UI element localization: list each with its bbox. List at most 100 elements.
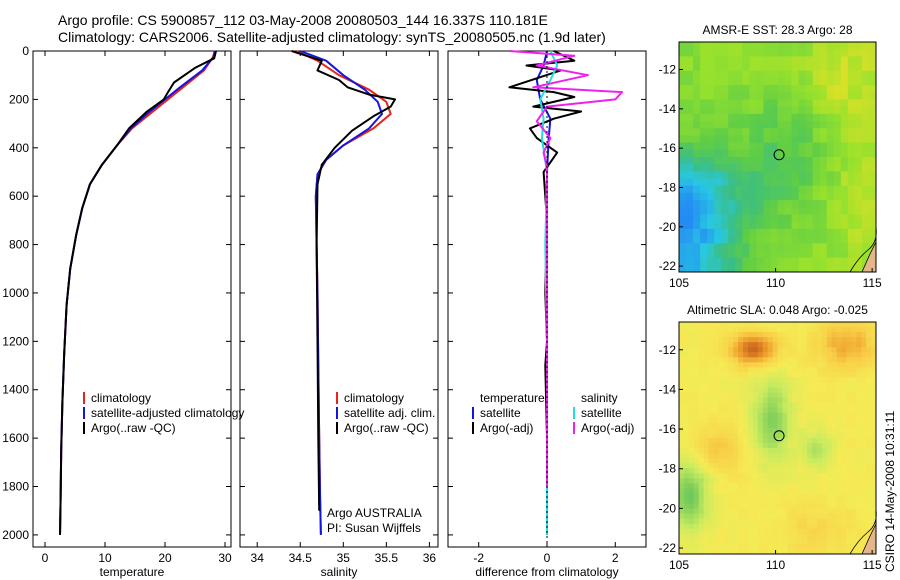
sla-map-cell	[836, 503, 842, 510]
sst-map-cell	[721, 243, 729, 251]
sst-map-cell	[735, 128, 743, 136]
sla-map-cell	[683, 483, 690, 489]
sla-map-cell	[831, 417, 837, 424]
sla-map-cell	[757, 387, 764, 394]
sla-map-cell	[807, 337, 813, 343]
sla-map-cell	[797, 478, 803, 484]
sla-map-cell	[866, 387, 872, 394]
sla-map-cell	[728, 533, 734, 540]
sla-map-cell	[816, 357, 823, 363]
sla-map-cell	[841, 548, 847, 555]
sst-map-cell	[728, 85, 736, 93]
sla-map-cell	[683, 337, 690, 343]
sla-map-cell	[787, 478, 793, 484]
sst-map-cell	[686, 85, 694, 93]
sla-map-cell	[718, 417, 724, 424]
sla-map-cell	[718, 493, 724, 499]
sla-map-cell	[703, 518, 709, 525]
sla-map-cell	[816, 498, 823, 504]
sla-map-cell	[733, 438, 739, 444]
sla-map-cell	[871, 508, 877, 515]
sla-map-cell	[693, 342, 700, 348]
sla-map-cell	[866, 493, 872, 499]
sla-map-cell	[802, 387, 808, 394]
sst-map-cell	[861, 250, 870, 259]
sla-map-cell	[866, 347, 872, 353]
sla-map-cell	[718, 478, 724, 484]
sla-map-cell	[816, 493, 823, 499]
sla-map-cell	[703, 543, 709, 550]
sla-map-cell	[802, 422, 808, 429]
sla-map-cell	[752, 357, 759, 363]
sla-map-cell	[718, 538, 724, 545]
sla-map-cell	[871, 352, 877, 358]
sla-map-cell	[698, 357, 705, 363]
sla-map-cell	[802, 513, 808, 520]
sla-map-cell	[816, 427, 823, 434]
sla-map-cell	[811, 453, 818, 459]
sla-map-cell	[708, 322, 714, 328]
sst-map-cell	[791, 70, 800, 79]
sla-map-cell	[831, 362, 837, 368]
sla-map-cell	[752, 548, 759, 555]
sst-map-cell	[770, 207, 778, 215]
sst-map-cell	[847, 63, 856, 72]
sla-map-cell	[708, 498, 714, 504]
sla-map-cell	[688, 493, 695, 499]
sst-map-cell	[861, 243, 870, 251]
sla-map-cell	[718, 523, 724, 530]
sla-map-cell	[856, 367, 862, 373]
sla-map-cell	[797, 483, 803, 489]
sla-map-cell	[826, 387, 833, 394]
sla-map-cell	[683, 367, 690, 373]
sla-map-cell	[743, 513, 749, 520]
sla-map-cell	[762, 483, 769, 489]
sla-map-cell	[871, 332, 877, 338]
sst-map-cell	[728, 171, 736, 179]
sst-map-cell	[686, 113, 694, 122]
sla-map-cell	[787, 432, 793, 439]
sla-map-cell	[698, 342, 705, 348]
sla-map-cell	[708, 493, 714, 499]
depth-tick-label: 0	[22, 44, 29, 58]
sst-map-cell	[763, 221, 771, 230]
sla-map-cell	[743, 332, 749, 338]
sst-map-cell	[742, 171, 750, 179]
sst-map-cell	[833, 99, 842, 108]
sla-map-cell	[807, 458, 813, 464]
sla-map-cell	[807, 342, 813, 348]
sst-map-cell	[742, 149, 750, 158]
sla-map-cell	[772, 397, 778, 404]
sla-map-cell	[723, 493, 729, 499]
sst-map-cell	[763, 171, 771, 179]
sst-map-cell	[826, 135, 835, 144]
sst-map-cell	[861, 85, 870, 93]
sla-map-cell	[752, 422, 759, 429]
sla-map-cell	[787, 387, 793, 394]
sst-map-cell	[868, 56, 877, 64]
sla-map-cell	[679, 337, 685, 343]
sla-map-cell	[733, 488, 739, 494]
sst-map-cell	[728, 236, 736, 244]
sst-map-cell	[784, 264, 792, 273]
sst-map-cell	[805, 70, 814, 79]
sla-map-cell	[728, 372, 734, 378]
sst-map-cell	[707, 128, 715, 136]
sla-map-cell	[787, 422, 793, 429]
sst-map-cell	[819, 121, 828, 129]
sla-map-cell	[782, 362, 788, 368]
sst-map-cell	[854, 171, 863, 179]
sla-map-cell	[777, 468, 783, 474]
sla-map-cell	[772, 357, 778, 363]
sla-map-cell	[792, 538, 798, 545]
sla-map-cell	[728, 357, 734, 363]
sla-map-cell	[811, 352, 818, 358]
sla-map-cell	[792, 372, 798, 378]
sla-map-cell	[747, 352, 754, 358]
sla-map-cell	[757, 327, 764, 333]
sla-map-cell	[683, 387, 690, 394]
sla-map-cell	[871, 448, 877, 454]
sla-map-cell	[683, 438, 690, 444]
sla-map-cell	[787, 548, 793, 555]
sla-map-cell	[683, 332, 690, 338]
